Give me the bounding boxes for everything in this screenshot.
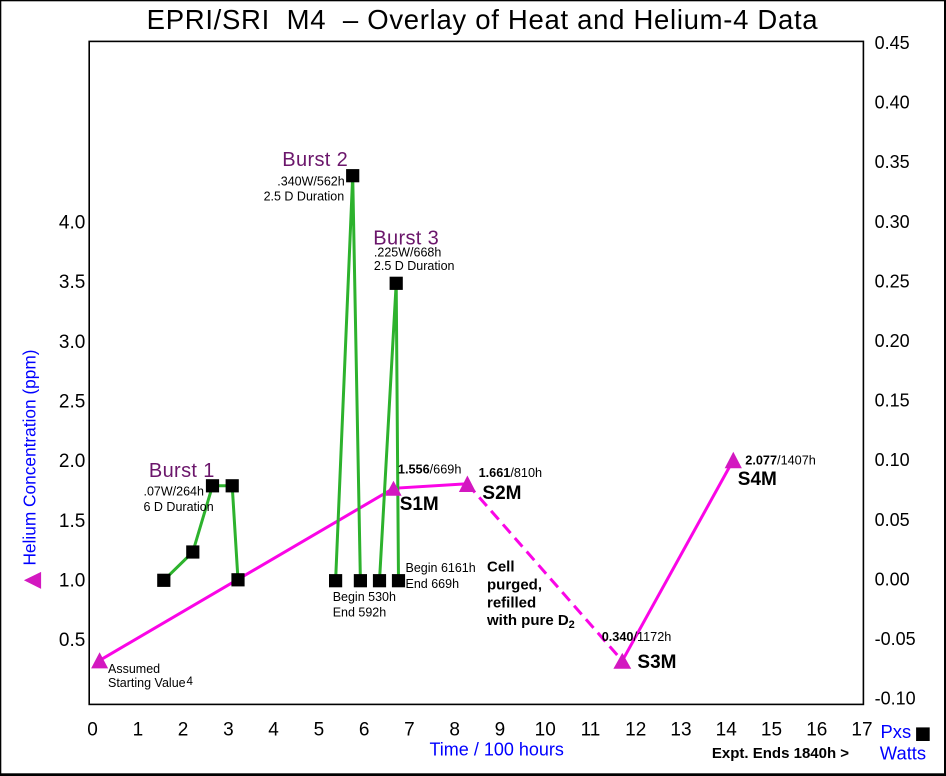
svg-text:Expt. Ends 1840h >: Expt. Ends 1840h >	[712, 745, 849, 762]
svg-text:3: 3	[223, 720, 234, 741]
svg-text:0.10: 0.10	[875, 450, 910, 470]
svg-text:1.5: 1.5	[59, 511, 85, 532]
svg-text:0.340/1172h: 0.340/1172h	[602, 630, 672, 644]
svg-text:with pure D2: with pure D2	[486, 612, 575, 631]
svg-text:0.35: 0.35	[875, 152, 910, 172]
svg-text:Begin 530h: Begin 530h	[333, 590, 396, 604]
svg-text:2.5 D Duration: 2.5 D Duration	[374, 259, 455, 273]
svg-text:0.40: 0.40	[875, 93, 910, 113]
svg-text:2.077/1407h: 2.077/1407h	[745, 454, 816, 468]
svg-text:14: 14	[716, 720, 738, 741]
svg-text:16: 16	[806, 720, 827, 741]
svg-text:0.25: 0.25	[875, 271, 910, 291]
svg-text:10: 10	[535, 720, 556, 741]
svg-text:S4M: S4M	[738, 469, 777, 490]
svg-text:4.0: 4.0	[59, 212, 85, 233]
svg-text:Burst 1: Burst 1	[149, 460, 215, 482]
svg-text:1.0: 1.0	[59, 571, 85, 592]
svg-text:1.661/810h: 1.661/810h	[479, 466, 542, 480]
svg-text:0.15: 0.15	[875, 391, 910, 411]
svg-text:.07W/264h: .07W/264h	[144, 485, 205, 499]
svg-text:0.5: 0.5	[59, 630, 85, 651]
svg-text:6 D Duration: 6 D Duration	[144, 500, 214, 514]
svg-text:0.20: 0.20	[875, 331, 910, 351]
svg-text:2: 2	[178, 720, 189, 741]
svg-text:.340W/562h: .340W/562h	[277, 175, 344, 189]
svg-text:S3M: S3M	[637, 652, 676, 673]
svg-text:Begin 6161h: Begin 6161h	[406, 561, 476, 575]
svg-text:1: 1	[133, 720, 144, 741]
svg-text:refilled: refilled	[487, 594, 536, 611]
svg-text:4: 4	[268, 720, 279, 741]
svg-text:Time / 100 hours: Time / 100 hours	[429, 740, 563, 760]
svg-text:-0.05: -0.05	[875, 629, 916, 649]
svg-text:6: 6	[359, 720, 370, 741]
svg-text:-0.10: -0.10	[875, 689, 916, 709]
svg-text:Helium Concentration (ppm): Helium Concentration (ppm)	[20, 349, 40, 565]
svg-text:Starting Value: Starting Value	[108, 676, 186, 690]
svg-text:0.05: 0.05	[875, 510, 910, 530]
svg-text:15: 15	[761, 720, 782, 741]
svg-text:S1M: S1M	[400, 494, 439, 515]
svg-text:S2M: S2M	[482, 483, 521, 504]
svg-text:Pxs: Pxs	[881, 721, 912, 742]
svg-text:0.45: 0.45	[875, 33, 910, 53]
svg-text:8: 8	[449, 720, 460, 741]
svg-text:End 592h: End 592h	[333, 606, 387, 620]
svg-text:2.5: 2.5	[59, 392, 85, 413]
svg-text:11: 11	[581, 720, 601, 741]
svg-text:.225W/668h: .225W/668h	[374, 246, 441, 260]
svg-text:7: 7	[404, 720, 415, 741]
svg-text:4: 4	[187, 676, 194, 688]
svg-text:Burst 3: Burst 3	[373, 227, 439, 249]
svg-text:1.556/669h: 1.556/669h	[398, 463, 462, 477]
svg-text:0.30: 0.30	[875, 212, 910, 232]
svg-text:End 669h: End 669h	[406, 577, 460, 591]
svg-text:Assumed: Assumed	[108, 662, 160, 676]
svg-text:12: 12	[625, 720, 646, 741]
svg-text:purged,: purged,	[487, 577, 542, 594]
svg-text:3.5: 3.5	[59, 272, 85, 293]
svg-text:17: 17	[851, 720, 872, 741]
svg-text:0.00: 0.00	[875, 570, 910, 590]
svg-text:Burst 2: Burst 2	[282, 149, 348, 171]
svg-text:EPRI/SRI M4 – Overlay of Hea: EPRI/SRI M4 – Overlay of Heat and Helium…	[147, 4, 819, 35]
svg-text:5: 5	[314, 720, 325, 741]
svg-text:9: 9	[495, 720, 506, 741]
svg-text:2.0: 2.0	[59, 451, 85, 472]
svg-text:Watts: Watts	[880, 742, 926, 763]
svg-text:13: 13	[670, 720, 691, 741]
svg-text:0: 0	[87, 720, 98, 741]
svg-text:Cell: Cell	[487, 558, 515, 575]
svg-text:2.5 D Duration: 2.5 D Duration	[264, 190, 345, 204]
svg-text:3.0: 3.0	[59, 332, 85, 353]
